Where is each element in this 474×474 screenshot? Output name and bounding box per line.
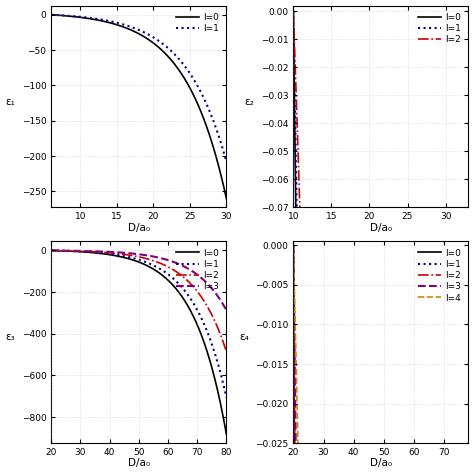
l=1 (291, 242, 296, 248)
l=3 (128, 250, 133, 256)
l=0 (180, 295, 186, 301)
Y-axis label: ε₂: ε₂ (245, 97, 255, 107)
Line: l=1: l=1 (293, 245, 468, 474)
X-axis label: D/a₀: D/a₀ (370, 223, 392, 233)
Line: l=1: l=1 (51, 250, 227, 397)
l=1 (224, 394, 229, 400)
l=3 (165, 257, 171, 263)
l=3 (224, 307, 229, 313)
l=0 (48, 12, 54, 18)
Line: l=2: l=2 (293, 245, 468, 474)
Legend: l=0, l=1, l=2, l=3: l=0, l=1, l=2, l=3 (173, 246, 222, 294)
Line: l=1: l=1 (51, 15, 227, 162)
l=3 (79, 248, 85, 254)
Line: l=4: l=4 (293, 245, 468, 474)
Line: l=3: l=3 (293, 245, 468, 474)
Legend: l=0, l=1, l=2, l=3, l=4: l=0, l=1, l=2, l=3, l=4 (416, 246, 464, 305)
l=0 (165, 277, 171, 283)
l=3 (93, 248, 99, 254)
Line: l=2: l=2 (293, 11, 468, 474)
l=2 (93, 249, 99, 255)
l=1 (180, 61, 186, 67)
Line: l=2: l=2 (51, 250, 227, 351)
Line: l=0: l=0 (51, 250, 227, 434)
l=0 (165, 54, 171, 59)
Y-axis label: ε₄: ε₄ (239, 332, 249, 342)
l=0 (128, 256, 133, 262)
l=1 (79, 249, 85, 255)
l=1 (165, 272, 171, 277)
Line: l=1: l=1 (293, 11, 468, 474)
l=1 (93, 250, 99, 255)
l=1 (48, 12, 54, 18)
l=0 (224, 431, 229, 437)
l=1 (291, 9, 296, 14)
Y-axis label: ε₃: ε₃ (6, 332, 15, 342)
l=2 (79, 248, 85, 254)
l=2 (48, 247, 54, 253)
l=1 (152, 35, 157, 41)
l=0 (152, 41, 157, 46)
l=2 (128, 253, 133, 258)
X-axis label: D/a₀: D/a₀ (128, 223, 150, 233)
Legend: l=0, l=1: l=0, l=1 (173, 10, 222, 36)
l=1 (128, 24, 133, 29)
l=3 (152, 254, 157, 260)
l=1 (79, 14, 85, 20)
l=4 (291, 242, 296, 248)
l=3 (291, 242, 296, 248)
Line: l=0: l=0 (293, 245, 468, 474)
Line: l=0: l=0 (293, 11, 468, 474)
l=0 (291, 242, 296, 248)
l=0 (291, 9, 296, 14)
l=1 (180, 286, 186, 292)
Y-axis label: ε₁: ε₁ (6, 97, 16, 107)
Legend: l=0, l=1, l=2: l=0, l=1, l=2 (416, 10, 464, 47)
l=2 (291, 9, 296, 14)
l=3 (48, 247, 54, 253)
l=0 (152, 267, 157, 273)
l=0 (79, 15, 85, 20)
l=2 (224, 348, 229, 354)
l=2 (165, 264, 171, 270)
X-axis label: D/a₀: D/a₀ (370, 458, 392, 468)
l=1 (128, 255, 133, 260)
X-axis label: D/a₀: D/a₀ (128, 458, 150, 468)
Line: l=3: l=3 (51, 250, 227, 310)
l=0 (93, 17, 99, 23)
l=0 (79, 249, 85, 255)
l=1 (93, 16, 99, 22)
l=0 (224, 195, 229, 201)
l=1 (48, 247, 54, 253)
l=1 (224, 159, 229, 164)
l=2 (291, 242, 296, 248)
l=3 (180, 263, 186, 269)
l=0 (180, 73, 186, 79)
Line: l=0: l=0 (51, 15, 227, 198)
l=0 (128, 27, 133, 33)
l=0 (93, 250, 99, 256)
l=1 (152, 263, 157, 269)
l=0 (48, 247, 54, 253)
l=2 (152, 258, 157, 264)
l=2 (180, 274, 186, 280)
l=1 (165, 46, 171, 51)
